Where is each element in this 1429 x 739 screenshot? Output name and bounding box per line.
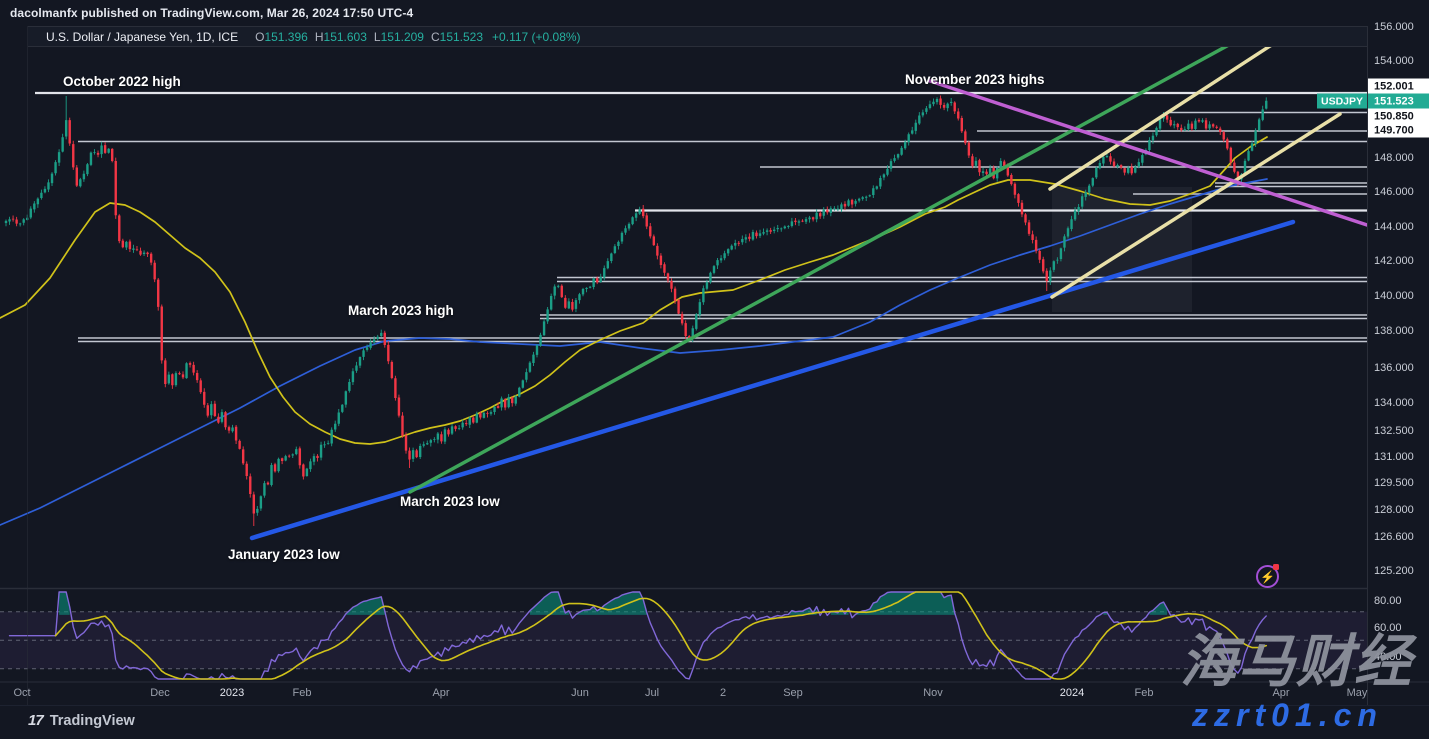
- price-axis-label: 142.000: [1374, 255, 1414, 267]
- trendline-channel-upper-khaki[interactable]: [1048, 20, 1310, 191]
- time-axis-label: 2023: [219, 687, 245, 699]
- low-value: 151.209: [380, 29, 424, 44]
- time-axis-label: Apr: [432, 687, 450, 699]
- symbol-badge: USDJPY: [1317, 93, 1367, 109]
- time-axis-label: Dec: [150, 687, 170, 699]
- tradingview-logo-icon: 17: [28, 712, 44, 729]
- lightning-icon: ⚡: [1260, 569, 1275, 584]
- rsi-line[interactable]: [8, 591, 1267, 680]
- level-price-label: 149.700: [1368, 122, 1429, 138]
- price-axis-label: 126.600: [1374, 531, 1414, 543]
- level-price-label: 150.850: [1368, 108, 1429, 124]
- annotation-label: October 2022 high: [63, 74, 181, 89]
- high-value: 151.603: [323, 29, 367, 44]
- change-value: +0.117 (+0.08%): [492, 29, 581, 44]
- tradingview-brand-label: TradingView: [49, 712, 135, 729]
- level-price-label: 152.001: [1368, 78, 1429, 94]
- annotation-label: March 2023 high: [348, 303, 454, 318]
- time-axis-label: Apr: [1272, 687, 1290, 699]
- time-axis-label: 2024: [1059, 687, 1085, 699]
- close-value: 151.523: [439, 29, 484, 44]
- price-axis-label: 132.500: [1374, 425, 1414, 437]
- last-price-label: 151.523: [1368, 93, 1429, 109]
- low-label: L: [373, 29, 381, 44]
- time-axis-label: Oct: [13, 687, 31, 699]
- publish-info: dacolmanfx published on TradingView.com,…: [10, 6, 414, 20]
- time-axis-label: Feb: [1134, 687, 1154, 699]
- price-axis-label: 146.000: [1374, 186, 1414, 198]
- time-axis-label: Feb: [292, 687, 312, 699]
- price-axis-label: 138.000: [1374, 325, 1414, 337]
- price-axis-label: 156.000: [1374, 21, 1414, 33]
- price-axis-label: 80.00: [1374, 595, 1402, 607]
- symbol-legend[interactable]: U.S. Dollar / Japanese Yen, 1D, ICE O 151…: [28, 26, 1367, 47]
- watermark-cjk: 海马财经: [1180, 630, 1412, 694]
- close-label: C: [430, 29, 440, 44]
- rsi-overbought-fill: [575, 592, 647, 615]
- highlight-box: [1052, 187, 1192, 312]
- ma-50-line[interactable]: [0, 136, 1268, 445]
- time-axis-label: 2: [719, 687, 727, 699]
- price-axis-label: 129.500: [1374, 477, 1414, 489]
- time-axis-label: Jun: [571, 687, 589, 699]
- rsi-overbought-fill: [529, 592, 569, 615]
- tradingview-brand[interactable]: 17 TradingView: [28, 712, 135, 729]
- annotation-label: November 2023 highs: [905, 72, 1045, 87]
- price-axis-label: 154.000: [1374, 55, 1414, 67]
- high-label: H: [314, 29, 324, 44]
- price-axis-label: 128.000: [1374, 504, 1414, 516]
- rsi-overbought-fill: [345, 596, 385, 615]
- annotation-label: March 2023 low: [400, 494, 500, 509]
- trendline-march-2023-low-ascending[interactable]: [408, 17, 1280, 494]
- time-axis-label: May: [1346, 687, 1368, 699]
- rsi-ma-line[interactable]: [54, 591, 1268, 680]
- price-axis-label: 60.00: [1374, 622, 1402, 634]
- alert-flash-icon[interactable]: ⚡: [1256, 564, 1279, 588]
- price-axis-label: 148.000: [1374, 152, 1414, 164]
- price-axis-label: 131.000: [1374, 451, 1414, 463]
- watermark-url: zzrt01.cn: [1192, 697, 1383, 733]
- time-axis-label: Sep: [783, 687, 803, 699]
- ma-200-line[interactable]: [0, 178, 1268, 526]
- open-label: O: [255, 29, 265, 44]
- price-axis-label: 136.000: [1374, 362, 1414, 374]
- main-pane: [0, 17, 1367, 541]
- price-axis-label: 125.200: [1374, 565, 1414, 577]
- annotation-label: January 2023 low: [228, 547, 340, 562]
- rsi-overbought-fill: [1149, 602, 1168, 615]
- rsi-pane: [0, 591, 1367, 680]
- price-axis-label: 140.000: [1374, 290, 1414, 302]
- symbol-title: U.S. Dollar / Japanese Yen, 1D, ICE: [46, 29, 239, 44]
- trendline-channel-lower-khaki[interactable]: [1050, 112, 1342, 299]
- price-axis-label: 144.000: [1374, 221, 1414, 233]
- price-axis-label: 134.000: [1374, 397, 1414, 409]
- price-axis-label: 40.00: [1374, 651, 1402, 663]
- open-value: 151.396: [264, 29, 308, 44]
- time-axis-label: Jul: [644, 687, 660, 699]
- time-axis-label: Nov: [923, 687, 943, 699]
- notification-dot: [1273, 564, 1279, 570]
- trendline-november-high-descending[interactable]: [928, 79, 1367, 227]
